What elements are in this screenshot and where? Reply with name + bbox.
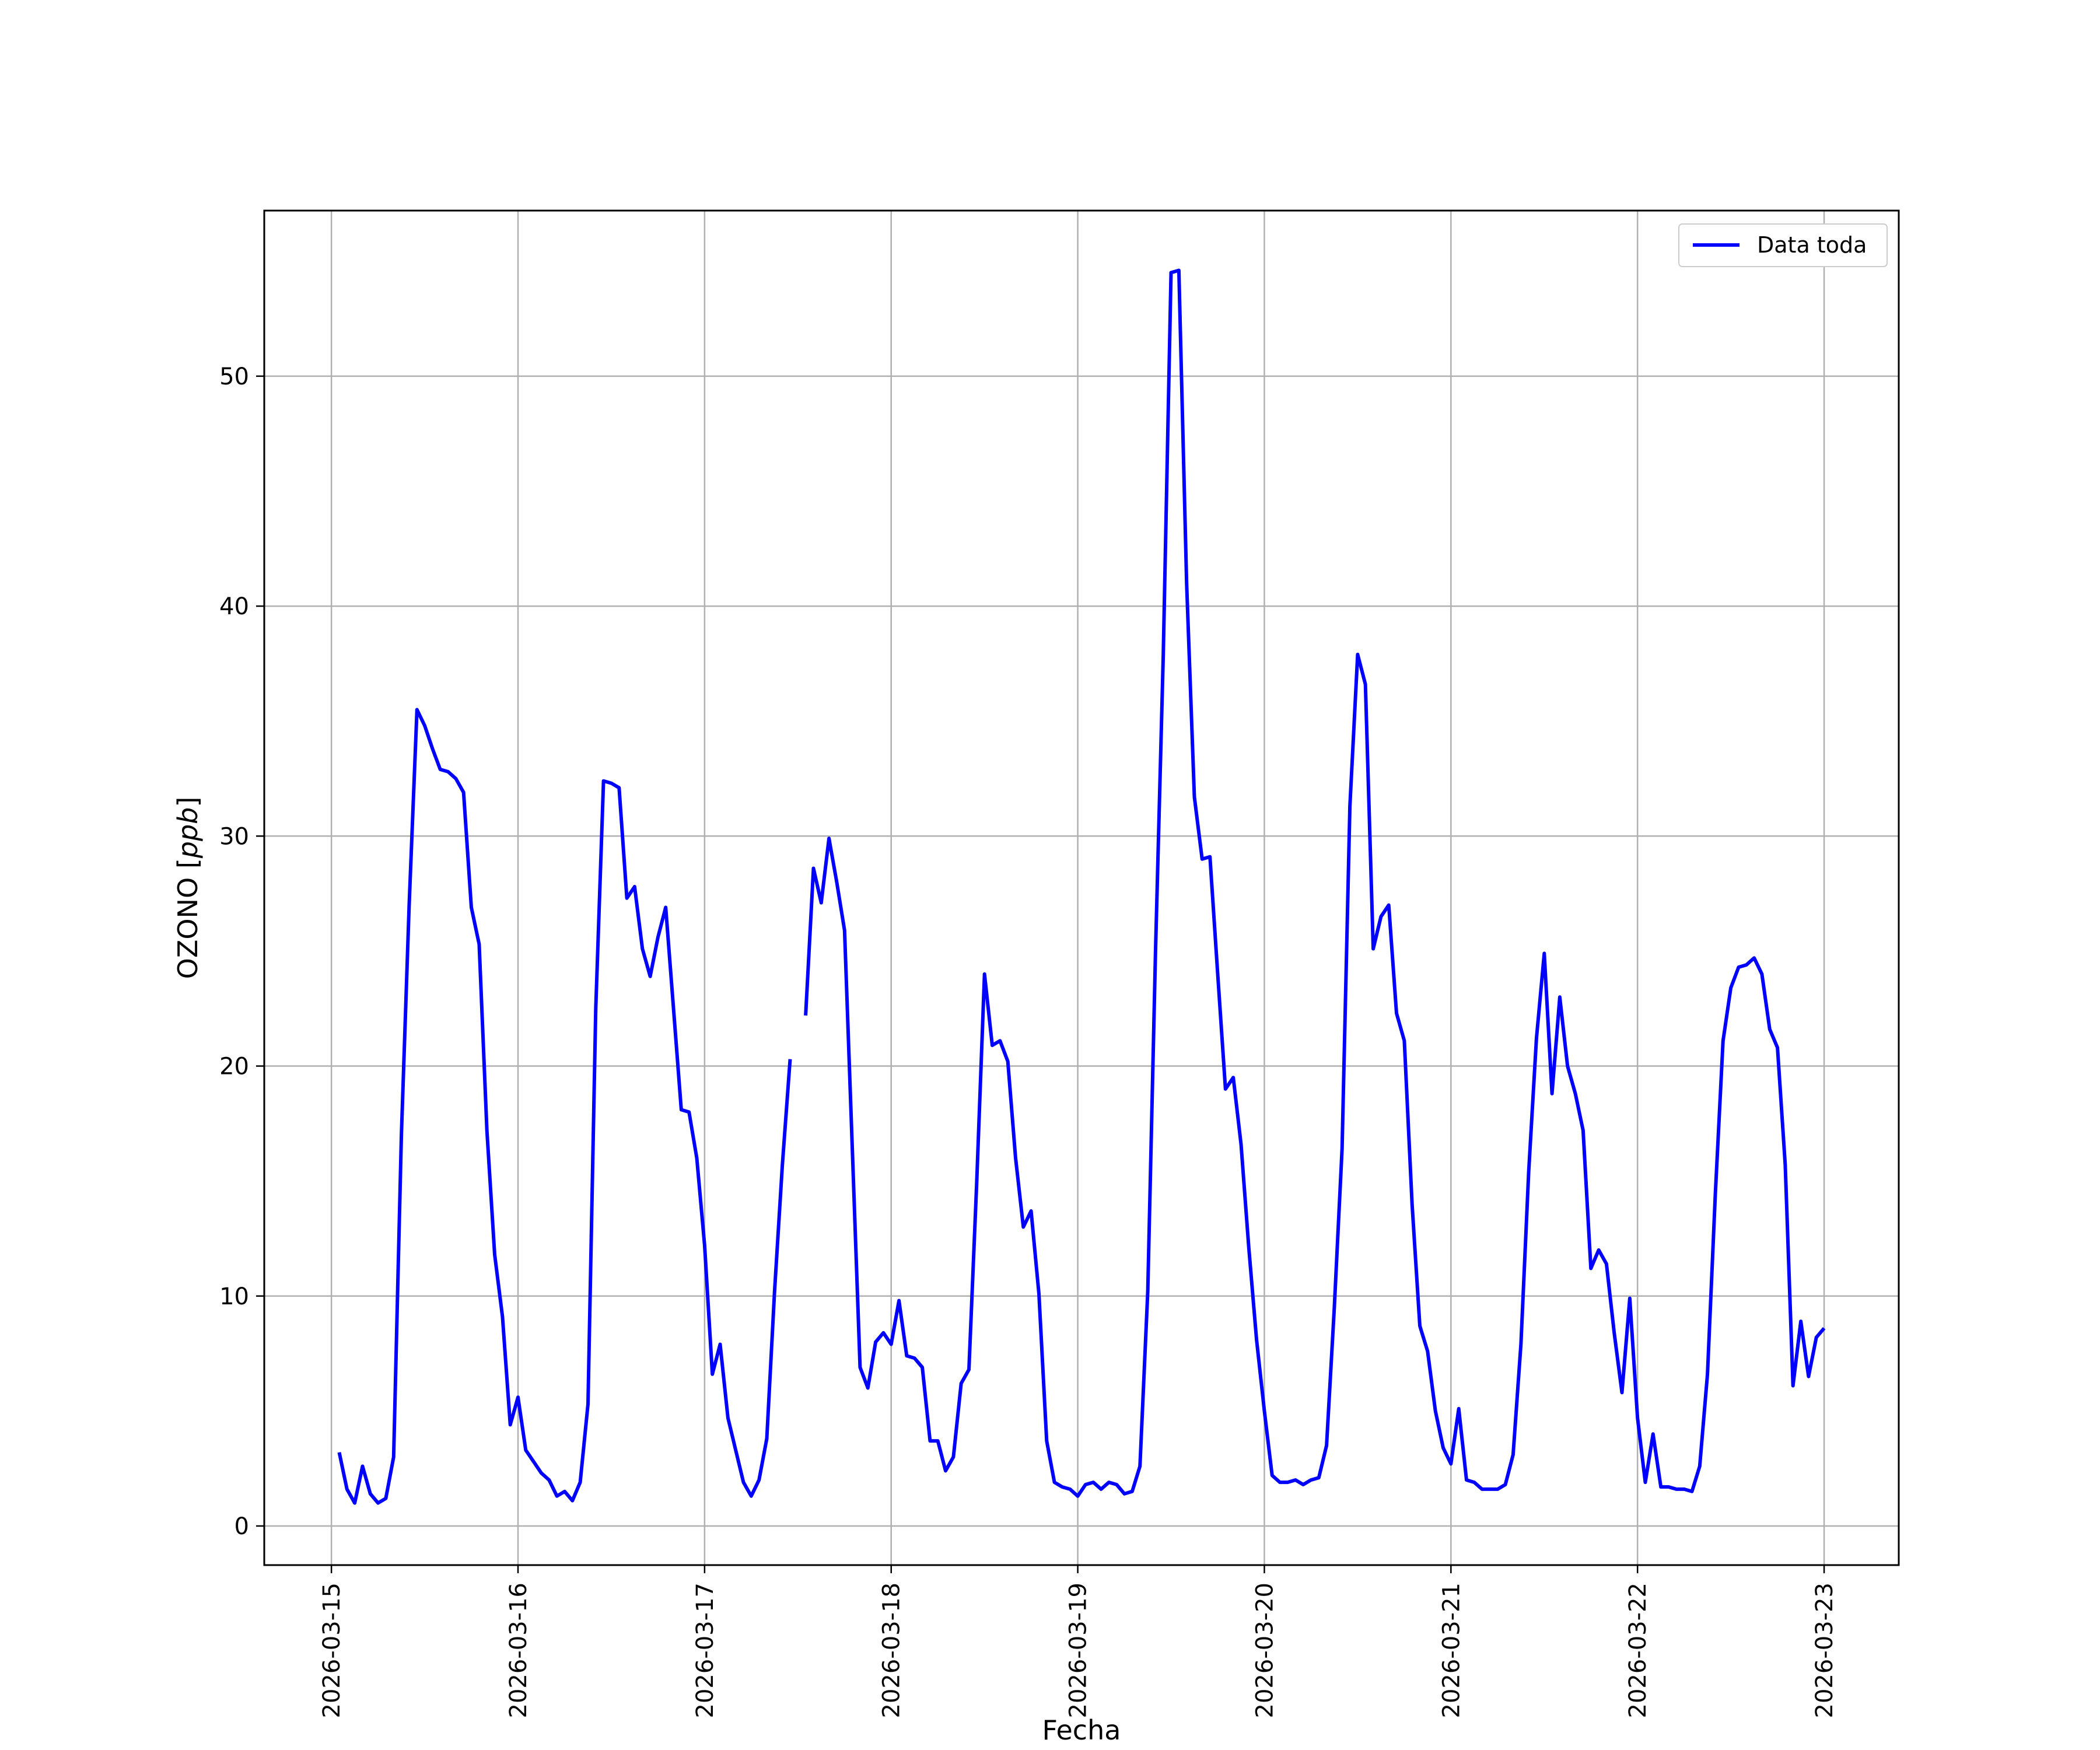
plot-frame: [263, 209, 1900, 1566]
y-tick-label: 40: [219, 593, 249, 620]
x-axis-ticks: 2026-03-15 2026-03-16 2026-03-17 2026-03-18…: [318, 1565, 1838, 1718]
legend: Data toda: [1678, 223, 1888, 267]
y-tick-label: 30: [219, 823, 249, 850]
series-layer: [337, 268, 1826, 1505]
y-tick-label: 10: [219, 1283, 249, 1310]
y-axis-label-main: OZONO [: [172, 858, 204, 979]
y-tick-label: 0: [235, 1513, 249, 1540]
x-tick-label: 2026-03-21: [1438, 1583, 1465, 1718]
y-axis-ticks: 0 10 20 30 40 50: [219, 363, 264, 1540]
x-tick-label: 2026-03-23: [1811, 1583, 1838, 1718]
legend-box: [1678, 223, 1888, 267]
y-tick-label: 50: [219, 363, 249, 390]
y-axis-label-close: ]: [172, 797, 204, 807]
y-tick-label: 20: [219, 1054, 249, 1080]
x-tick-label: 2026-03-16: [505, 1583, 532, 1718]
legend-label-data-toda: Data toda: [1757, 232, 1867, 258]
x-tick-label: 2026-03-18: [878, 1583, 905, 1718]
x-axis-label: Fecha: [1042, 1714, 1121, 1746]
grid-lines: [264, 211, 1899, 1565]
y-axis-label: OZONO [ppb]: [172, 797, 204, 979]
series-line-segment: [337, 708, 792, 1505]
x-tick-label: 2026-03-19: [1065, 1583, 1092, 1718]
y-axis-label-unit: ppb: [172, 807, 204, 859]
x-tick-label: 2026-03-20: [1251, 1583, 1278, 1718]
x-tick-label: 2026-03-17: [692, 1583, 719, 1718]
x-tick-label: 2026-03-15: [318, 1583, 345, 1718]
x-tick-label: 2026-03-22: [1625, 1583, 1651, 1718]
series-line-segment: [804, 268, 1826, 1498]
